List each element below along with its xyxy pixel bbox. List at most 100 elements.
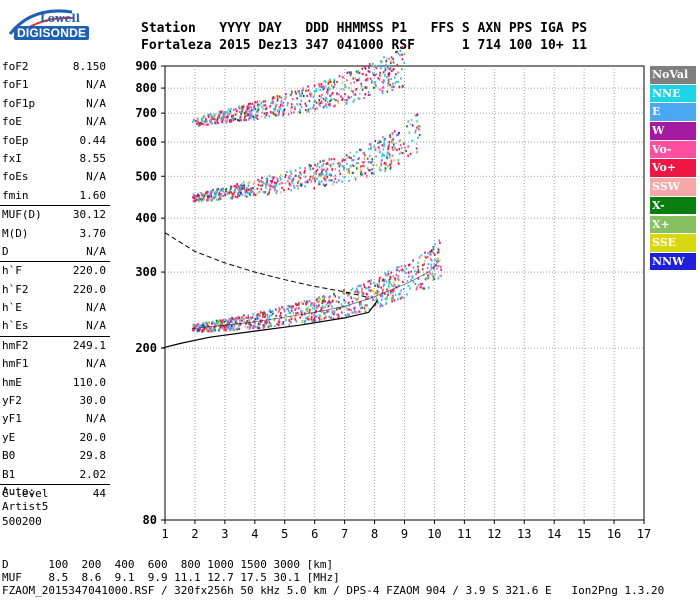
echo-point <box>315 170 317 173</box>
echo-point <box>327 310 330 313</box>
x-tick-label: 9 <box>401 527 408 541</box>
echo-point <box>290 317 293 320</box>
echo-point <box>307 315 310 318</box>
echo-point <box>378 284 380 287</box>
echo-point <box>296 311 299 315</box>
echo-point <box>267 193 269 196</box>
echo-point <box>323 311 325 314</box>
echo-point <box>375 73 378 76</box>
echo-point <box>378 279 380 282</box>
echo-point <box>384 170 386 173</box>
echo-point <box>303 169 306 172</box>
echo-point <box>213 322 215 325</box>
echo-point <box>268 310 271 313</box>
echo-point <box>206 190 208 194</box>
echo-point <box>350 289 353 292</box>
echo-point <box>236 328 238 331</box>
echo-point <box>348 87 350 90</box>
echo-point <box>350 308 352 312</box>
echo-point <box>390 56 393 59</box>
echo-point <box>318 84 321 87</box>
echo-point <box>378 78 381 81</box>
echo-point <box>405 267 408 270</box>
echo-point <box>422 264 424 267</box>
echo-point <box>383 143 385 146</box>
echo-point <box>309 178 311 181</box>
echo-point <box>388 286 390 289</box>
echo-point <box>246 107 249 110</box>
echo-point <box>316 168 319 171</box>
echo-point <box>245 189 248 192</box>
echo-point <box>384 167 387 170</box>
echo-point <box>316 306 318 309</box>
echo-point <box>231 328 233 331</box>
echo-point <box>239 110 241 114</box>
echo-point <box>270 111 273 114</box>
echo-point <box>218 197 220 200</box>
echo-point <box>210 190 213 193</box>
echo-point <box>358 301 361 304</box>
echo-point <box>221 326 224 329</box>
echo-point <box>256 316 258 319</box>
echo-point <box>381 295 384 298</box>
echo-point <box>320 82 323 86</box>
echo-point <box>364 304 367 307</box>
echo-point <box>269 187 271 190</box>
echo-point <box>192 120 194 123</box>
echo-point <box>414 270 416 273</box>
echo-point <box>337 100 339 103</box>
echo-point <box>311 307 314 310</box>
echo-point <box>325 162 328 165</box>
param-name: D <box>2 244 9 258</box>
echo-point <box>275 308 277 311</box>
echo-point <box>251 102 253 105</box>
echo-point <box>282 110 284 113</box>
echo-point <box>264 100 266 103</box>
echo-point <box>351 159 353 162</box>
echo-point <box>283 308 285 311</box>
echo-point <box>387 165 389 168</box>
echo-point <box>234 189 236 192</box>
echo-point <box>248 113 250 116</box>
echo-point <box>220 193 222 196</box>
echo-point <box>410 118 413 122</box>
echo-point <box>323 294 325 298</box>
echo-point <box>384 161 386 165</box>
echo-point <box>338 169 341 172</box>
echo-point <box>390 290 392 293</box>
echo-point <box>334 168 337 171</box>
x-tick-label: 17 <box>637 527 651 541</box>
param-name: yE <box>2 430 16 444</box>
echo-point <box>421 268 424 271</box>
echo-point <box>383 139 386 142</box>
echo-point <box>436 257 439 260</box>
echo-point <box>377 146 380 149</box>
echo-point <box>307 180 309 183</box>
echo-point <box>432 248 435 251</box>
echo-point <box>372 164 375 167</box>
echo-point <box>377 291 380 294</box>
echo-point <box>365 297 368 300</box>
echo-point <box>429 250 431 253</box>
echo-point <box>393 299 396 302</box>
echo-point <box>280 311 282 315</box>
echo-point <box>240 185 242 188</box>
echo-point <box>268 319 270 322</box>
echo-point <box>363 161 365 164</box>
echo-point <box>404 265 407 268</box>
echo-point <box>209 193 212 196</box>
echo-point <box>369 286 371 289</box>
echo-point <box>324 99 327 102</box>
echo-point <box>313 171 315 174</box>
echo-point <box>367 78 369 81</box>
echo-point <box>236 110 238 113</box>
echo-point <box>329 302 331 305</box>
echo-point <box>226 192 229 195</box>
echo-point <box>258 104 261 107</box>
echo-point <box>202 324 205 327</box>
echo-point <box>247 182 249 185</box>
echo-point <box>373 290 376 293</box>
echo-point <box>357 162 359 165</box>
echo-point <box>415 288 418 291</box>
echo-point <box>235 186 237 189</box>
